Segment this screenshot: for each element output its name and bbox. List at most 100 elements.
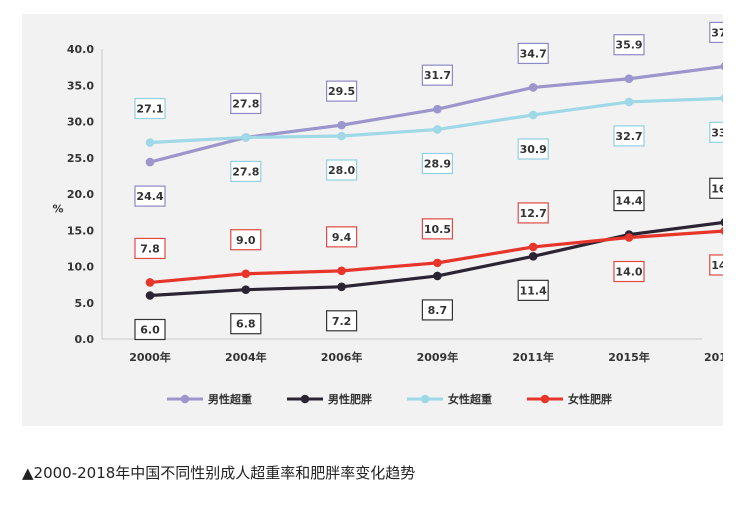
data-point — [720, 62, 723, 71]
data-label: 8.7 — [428, 304, 448, 317]
legend-marker — [420, 394, 430, 404]
line-chart: 0.0 5.0 10.0 15.0 20.0 25.0 30.0 35.0 40.0% 2000年… — [52, 21, 723, 406]
y-tick-label: 10.0 — [67, 261, 94, 274]
y-tick-label: 20.0 — [67, 188, 94, 201]
data-point — [528, 83, 538, 92]
data-label: 7.2 — [332, 315, 352, 328]
legend-label: 女性超重 — [448, 392, 492, 406]
data-point — [433, 104, 442, 114]
x-tick-label: 2000年 — [129, 350, 171, 364]
data-label-box — [613, 260, 645, 283]
data-point — [433, 271, 442, 281]
data-label: 24.4 — [136, 190, 163, 203]
data-label-box — [709, 21, 723, 43]
data-label: 29.5 — [328, 85, 355, 98]
data-point — [145, 138, 155, 147]
chart-caption: ▲2000-2018年中国不同性别成人超重率和肥胖率变化趋势 — [22, 464, 416, 482]
x-tick-label: 2015年 — [608, 350, 650, 364]
data-label-box — [613, 34, 645, 56]
data-label-box — [709, 177, 723, 199]
y-axis-label: % — [52, 203, 63, 216]
data-point — [528, 252, 538, 261]
data-point — [624, 74, 634, 84]
legend-marker — [300, 394, 310, 404]
data-label-box — [517, 138, 549, 160]
data-point — [720, 218, 723, 227]
data-point — [624, 233, 634, 242]
data-label: 31.7 — [424, 69, 451, 82]
data-label-box — [230, 160, 262, 183]
data-label: 9.4 — [332, 231, 352, 244]
chart-panel: 0.0 5.0 10.0 15.0 20.0 25.0 30.0 35.0 40.0% 2000年… — [22, 14, 723, 426]
data-point — [145, 291, 155, 300]
data-point — [720, 94, 723, 103]
y-tick-label: 5.0 — [75, 297, 95, 310]
data-label-box — [517, 42, 549, 65]
data-label-box — [134, 318, 166, 341]
legend-marker — [540, 394, 550, 404]
data-label-box — [421, 218, 453, 240]
data-label: 12.7 — [520, 207, 547, 220]
data-label-box — [230, 229, 262, 251]
data-label: 10.5 — [424, 223, 451, 236]
x-tick-label: 2006年 — [321, 350, 363, 364]
data-label-box — [230, 313, 262, 335]
data-point — [720, 227, 723, 235]
x-tick-label: 2009年 — [417, 350, 459, 364]
data-point — [337, 131, 346, 141]
data-label-box — [613, 125, 645, 147]
data-label-box — [709, 254, 723, 276]
data-point — [528, 110, 538, 120]
data-label-box — [709, 121, 723, 143]
data-point — [241, 285, 251, 295]
y-tick-label: 35.0 — [67, 79, 94, 92]
data-label-box — [326, 310, 358, 332]
x-tick-label: 2004年 — [225, 350, 267, 364]
data-label-box — [421, 299, 453, 321]
legend-label: 女性肥胖 — [568, 392, 612, 406]
data-label-box — [517, 202, 549, 224]
data-point — [241, 269, 251, 279]
data-point — [433, 258, 442, 268]
x-tick-label: 2011年 — [512, 350, 554, 364]
data-label: 7.8 — [140, 242, 160, 255]
data-label: 27.8 — [232, 97, 259, 110]
data-point — [145, 278, 155, 287]
x-tick-label: 2018年 — [704, 350, 723, 364]
data-label-box — [326, 159, 358, 181]
data-label: 16.1 — [711, 182, 723, 195]
data-label: 27.1 — [136, 103, 163, 116]
data-point — [433, 125, 442, 134]
data-label: 14.0 — [615, 266, 642, 279]
data-label: 9.0 — [236, 234, 256, 247]
data-label-box — [230, 92, 262, 115]
y-tick-label: 30.0 — [67, 116, 94, 129]
data-label: 6.0 — [140, 324, 160, 337]
y-tick-label: 40.0 — [67, 43, 94, 56]
data-label: 28.0 — [328, 164, 355, 177]
data-label: 28.9 — [424, 157, 451, 170]
data-label-box — [134, 185, 166, 207]
data-label: 14.4 — [615, 195, 642, 208]
data-label-box — [326, 226, 358, 248]
data-point — [337, 282, 346, 292]
legend-marker — [180, 394, 190, 404]
data-label: 6.8 — [236, 318, 256, 331]
data-label-box — [517, 279, 549, 301]
data-label: 33.2 — [711, 126, 723, 139]
y-tick-label: 15.0 — [67, 224, 94, 237]
data-label-box — [134, 97, 166, 120]
data-point — [145, 157, 155, 167]
data-label-box — [421, 64, 453, 86]
data-label: 11.4 — [520, 284, 547, 297]
data-label: 32.7 — [615, 130, 642, 143]
data-point — [241, 133, 251, 142]
data-label: 35.9 — [615, 39, 642, 52]
data-point — [624, 97, 634, 107]
data-label: 30.9 — [520, 143, 547, 156]
data-label: 37.6 — [711, 26, 723, 39]
data-point — [337, 120, 346, 130]
data-label: 27.8 — [232, 165, 259, 178]
data-point — [528, 242, 538, 252]
legend-label: 男性肥胖 — [328, 392, 372, 406]
